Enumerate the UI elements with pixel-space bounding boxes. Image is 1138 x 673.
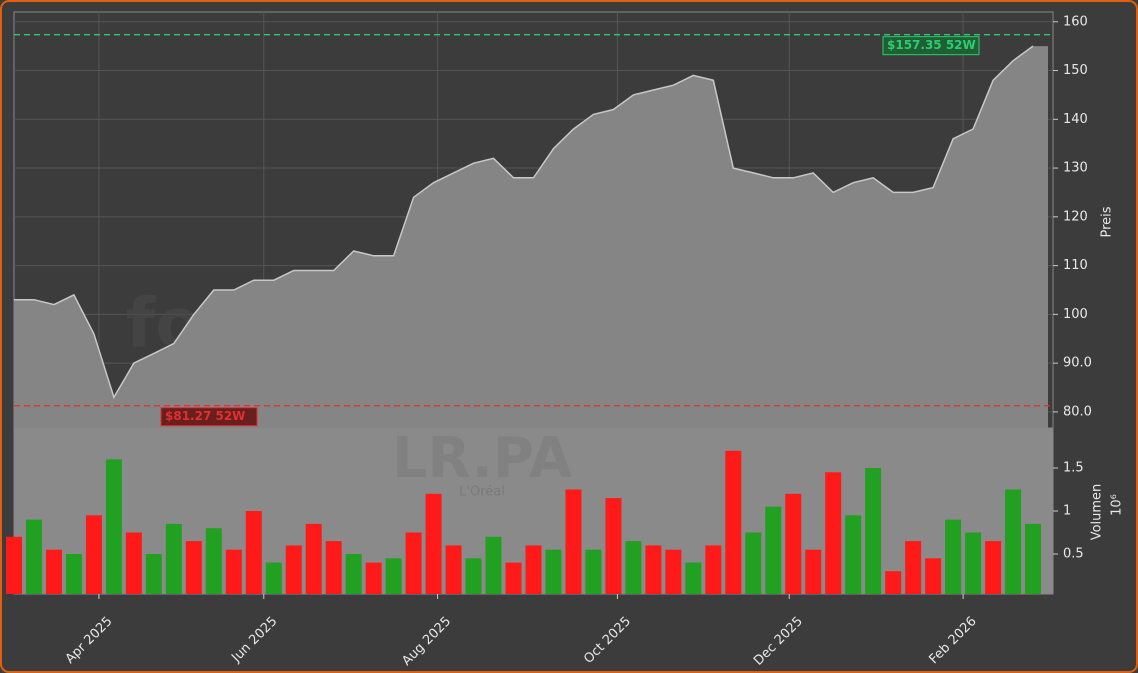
volume-bar bbox=[905, 541, 922, 594]
volume-bar bbox=[345, 554, 362, 594]
volume-bar bbox=[185, 541, 202, 594]
volume-bar bbox=[965, 532, 982, 594]
volume-bar bbox=[105, 459, 122, 594]
volume-bar bbox=[865, 467, 882, 594]
volume-bar bbox=[525, 545, 542, 594]
volume-bar bbox=[265, 562, 282, 594]
axis-offset: 10⁶ bbox=[1110, 494, 1125, 516]
y-tick-label: 150 bbox=[1063, 63, 1088, 78]
y-tick-label: 80.0 bbox=[1063, 404, 1092, 419]
volume-bar bbox=[745, 532, 762, 594]
volume-bar bbox=[165, 523, 182, 594]
axis-label: Volumen bbox=[1090, 484, 1105, 541]
y-tick-label: 160 bbox=[1063, 14, 1088, 29]
volume-bar bbox=[325, 541, 342, 594]
volume-bar bbox=[1025, 523, 1042, 594]
volume-bar bbox=[245, 511, 262, 594]
y-tick-label: 110 bbox=[1063, 258, 1088, 273]
volume-bar bbox=[45, 549, 62, 594]
volume-bar bbox=[225, 549, 242, 594]
volume-bar bbox=[805, 549, 822, 594]
volume-bar bbox=[985, 541, 1002, 594]
volume-bar bbox=[825, 472, 842, 594]
volume-bar bbox=[465, 558, 482, 594]
volume-bar bbox=[645, 545, 662, 594]
y-tick-label: 100 bbox=[1063, 307, 1088, 322]
y-tick-label: 130 bbox=[1063, 161, 1088, 176]
volume-bar bbox=[605, 498, 622, 594]
watermark: L'Oréal bbox=[459, 485, 505, 500]
y-tick-label: 140 bbox=[1063, 112, 1088, 127]
volume-bar bbox=[1005, 489, 1022, 594]
volume-bar bbox=[445, 545, 462, 594]
volume-bar bbox=[6, 536, 22, 594]
volume-bar bbox=[25, 519, 42, 594]
volume-bar bbox=[885, 571, 902, 594]
volume-bar bbox=[285, 545, 302, 594]
price-area bbox=[14, 46, 1048, 428]
annotation-box bbox=[882, 36, 980, 56]
volume-bar bbox=[765, 506, 782, 594]
volume-bar bbox=[665, 549, 682, 594]
volume-bar bbox=[305, 523, 322, 594]
volume-bar bbox=[505, 562, 522, 594]
volume-bar bbox=[565, 489, 582, 594]
volume-bar bbox=[925, 558, 942, 594]
volume-bar bbox=[625, 541, 642, 594]
y-tick-label: 1 bbox=[1063, 504, 1071, 519]
volume-bar bbox=[945, 519, 962, 594]
volume-bar bbox=[725, 450, 742, 594]
volume-bar bbox=[845, 515, 862, 594]
volume-bar bbox=[365, 562, 382, 594]
y-tick-label: 1.5 bbox=[1063, 460, 1084, 475]
watermark: LR.PA bbox=[392, 426, 573, 491]
price-line bbox=[14, 45, 1034, 400]
y-tick-label: 90.0 bbox=[1063, 356, 1092, 371]
volume-bar bbox=[405, 532, 422, 594]
annotation: $81.27 52W bbox=[165, 409, 245, 423]
y-tick-label: 120 bbox=[1063, 209, 1088, 224]
volume-bar bbox=[585, 549, 602, 594]
volume-bar bbox=[685, 562, 702, 594]
y-tick-label: 0.5 bbox=[1063, 547, 1084, 562]
volume-bar bbox=[545, 549, 562, 594]
volume-bar bbox=[425, 493, 442, 594]
volume-bar bbox=[85, 515, 102, 594]
annotation: $157.35 52W bbox=[887, 38, 976, 52]
volume-bar bbox=[785, 493, 802, 594]
volume-bar bbox=[705, 545, 722, 594]
volume-bar bbox=[205, 528, 222, 594]
volume-bar bbox=[125, 532, 142, 594]
volume-bar bbox=[385, 558, 402, 594]
annotation-box bbox=[160, 407, 258, 427]
axis-label: Preis bbox=[1100, 206, 1115, 237]
volume-bar bbox=[145, 554, 162, 594]
volume-bar bbox=[65, 554, 82, 594]
volume-bar bbox=[485, 536, 502, 594]
